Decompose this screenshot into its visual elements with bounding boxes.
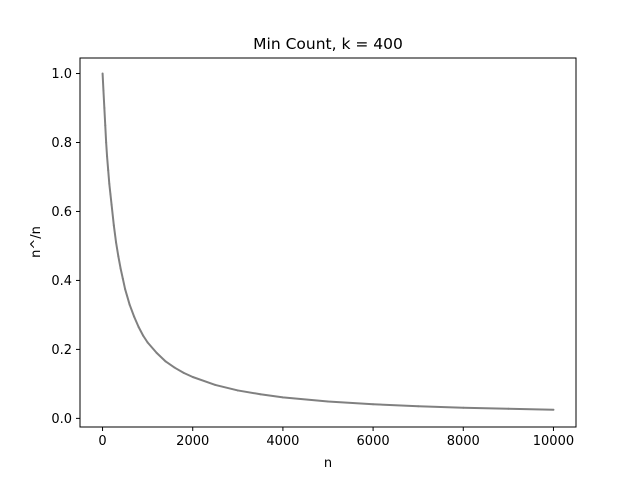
- data-point: [259, 393, 262, 396]
- data-point: [101, 72, 104, 75]
- y-axis-label: n^/n: [29, 226, 44, 258]
- data-point: [164, 360, 167, 363]
- data-point: [462, 406, 465, 409]
- data-point: [173, 366, 176, 369]
- data-point: [146, 341, 149, 344]
- axes-frame: [79, 57, 577, 428]
- data-point: [142, 334, 145, 337]
- data-point: [105, 141, 108, 144]
- data-point: [372, 403, 375, 406]
- data-point: [106, 155, 109, 158]
- data-point: [417, 405, 420, 408]
- plot-area: [101, 72, 555, 411]
- data-point: [236, 389, 239, 392]
- x-tick-label: 0: [98, 434, 106, 449]
- x-tick-label: 2000: [176, 434, 209, 449]
- y-axis: 0.0 0.2 0.4 0.6 0.8 1.0: [51, 67, 80, 427]
- data-point: [107, 169, 110, 172]
- data-point: [214, 383, 217, 386]
- y-tick-label: 0.4: [51, 274, 72, 289]
- y-tick-label: 0.6: [51, 205, 72, 220]
- data-point: [191, 376, 194, 378]
- data-point: [327, 400, 329, 403]
- y-tick-label: 0.8: [51, 136, 72, 151]
- x-axis-label: n: [324, 456, 332, 471]
- chart-title: Min Count, k = 400: [253, 35, 403, 53]
- data-point: [117, 255, 120, 258]
- data-point: [119, 267, 122, 270]
- data-point: [133, 315, 136, 318]
- data-point: [102, 89, 105, 92]
- data-point: [115, 241, 118, 244]
- data-point: [155, 351, 158, 354]
- x-tick-label: 4000: [266, 434, 299, 449]
- data-point: [124, 288, 127, 291]
- y-tick-label: 1.0: [51, 67, 72, 82]
- data-point: [121, 277, 124, 280]
- x-tick-label: 6000: [357, 434, 390, 449]
- data-point: [182, 371, 185, 374]
- x-tick-label: 8000: [447, 434, 480, 449]
- data-point: [128, 303, 131, 306]
- data-point: [281, 396, 284, 399]
- data-point: [110, 203, 113, 206]
- y-tick-label: 0.2: [51, 343, 72, 358]
- data-point: [108, 182, 111, 185]
- x-axis: 0 2000 4000 6000 8000 10000: [98, 427, 574, 449]
- data-point: [112, 224, 115, 227]
- data-point: [552, 408, 555, 411]
- data-point: [507, 407, 510, 410]
- data-point: [109, 193, 112, 196]
- x-tick-label: 10000: [533, 434, 574, 449]
- y-tick-label: 0.0: [51, 412, 72, 427]
- series-line-0: [101, 73, 554, 411]
- data-point: [137, 325, 140, 328]
- data-point: [103, 107, 106, 109]
- data-point: [104, 124, 107, 127]
